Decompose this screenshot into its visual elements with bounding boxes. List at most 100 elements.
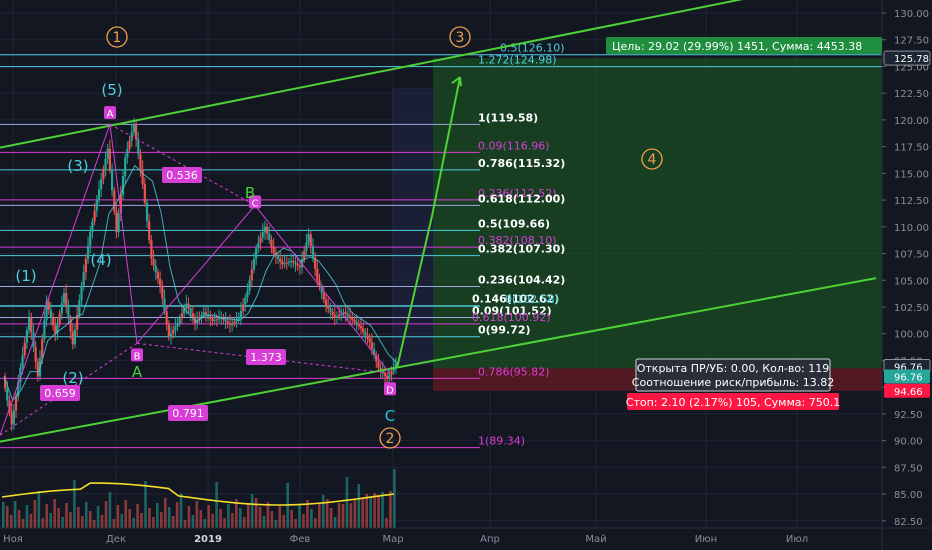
stop-badge [627,393,839,410]
volume-bar [2,502,5,528]
elliott-wave-label: 4 [648,152,657,168]
volume-bar [171,516,175,528]
harmonic-point-badge [131,348,143,362]
harmonic-ratio-label: 1.373 [250,351,282,364]
candle-body [233,321,236,324]
target-label: Цель: 29.02 (29.99%) 1451, Сумма: 4453.3… [612,40,862,53]
candle-body [392,367,395,372]
price-label: 96.76 [894,372,923,383]
candle-body [346,314,349,317]
volume-bar [45,504,49,528]
candle-body [100,179,103,190]
volume-bar [321,495,325,528]
volume-bar [302,514,305,528]
price-axis: 130.00 127.50 125.00 122.50 120.00 117.50 115.… [881,0,932,550]
candle-body [172,329,175,334]
price-tick-label: 92.50 [894,410,923,421]
harmonic-ratio-badge [168,405,208,421]
candle-body [54,325,57,334]
candle-body [357,324,360,327]
elliott-wave-label: (4) [90,251,111,269]
candle-body [34,347,37,362]
harmonic-ratio-label: 0.659 [44,387,76,400]
candle-body [102,169,105,180]
elliott-wave-label: (5) [101,81,122,99]
candle-body [351,317,354,320]
time-tick-label: Дек [106,534,126,545]
candle-body [305,242,308,251]
candle-body [263,226,267,233]
price-tick-label: 100.00 [894,330,929,341]
candle-body [62,293,66,304]
candle-body [108,148,111,170]
candle-body [237,317,240,320]
price-label: 94.66 [894,387,923,398]
candle-body [383,373,387,376]
volume-bar [318,504,321,528]
price-tick-label: 105.00 [894,276,929,287]
volume-bars [1,469,396,528]
volume-bar [239,508,242,528]
volume-bar [136,504,139,528]
volume-bar [84,502,88,528]
candle-body [311,245,315,258]
candle-body [355,321,358,325]
candle-body [8,400,11,413]
candle-body [287,261,291,263]
chart-drawings[interactable] [0,0,877,443]
candle-body [145,202,149,222]
candle-body [268,233,271,241]
candle-body [3,376,7,389]
upper-trend-line [0,0,744,149]
position-panel[interactable]: Цель: 29.02 (29.99%) 1451, Сумма: 4453.3… [606,37,882,410]
price-tick-label: 115.00 [894,169,929,180]
candle-body [292,261,295,263]
volume-bar [148,508,151,528]
candle-body [159,278,162,286]
candle-body [388,374,391,379]
volume-bar [389,491,392,528]
candle-body [338,314,341,317]
price-tick-label: 102.50 [894,303,929,314]
candle-body [353,319,356,322]
elliott-wave-label: A [132,363,143,381]
volume-bar [195,501,199,528]
position-info-box [635,358,831,392]
candle-body [344,312,347,315]
time-axis: Ноя Дек 2019 Фев Мар Апр Май Июн Июл [0,527,932,545]
volume-bar [41,518,45,528]
candle-body [272,246,275,254]
time-tick-label: Фев [290,534,311,545]
volume-bar [211,514,214,528]
candle-body [89,232,92,246]
open-pl-label: Открыта ПР/УБ: 0.00, Кол-во: 119 [637,362,830,375]
candle-body [113,190,116,212]
candle-body [36,361,39,377]
candle-body [279,258,282,262]
candle-body [285,262,288,264]
candle-body [196,320,199,324]
elliott-wave-label: 1 [113,30,122,46]
elliott-wave-label: (3) [67,157,88,175]
volume-bar [345,477,349,528]
volume-bar [100,515,104,528]
fib-level-label: 1(119.58) [478,111,538,124]
volume-bar [223,518,226,528]
volume-bar [329,508,333,528]
candle-body [56,323,59,334]
time-tick-label: Июн [695,534,717,545]
candle-body [124,157,127,177]
candle-body [143,184,146,203]
candle-body [97,189,101,201]
volume-bar [290,510,293,528]
price-label-badge [884,383,930,398]
candle-body [204,312,208,315]
fib-level-label: 0.618(112.00) [478,192,565,205]
candle-body [241,304,245,311]
candle-body [213,320,216,322]
position-zones [392,58,882,391]
volume-bar [385,518,388,528]
candle-body [390,371,393,375]
fibonacci-levels[interactable]: 1(119.58) 0.09(116.96) 0.786(115.32) 0.236(… [0,42,882,449]
